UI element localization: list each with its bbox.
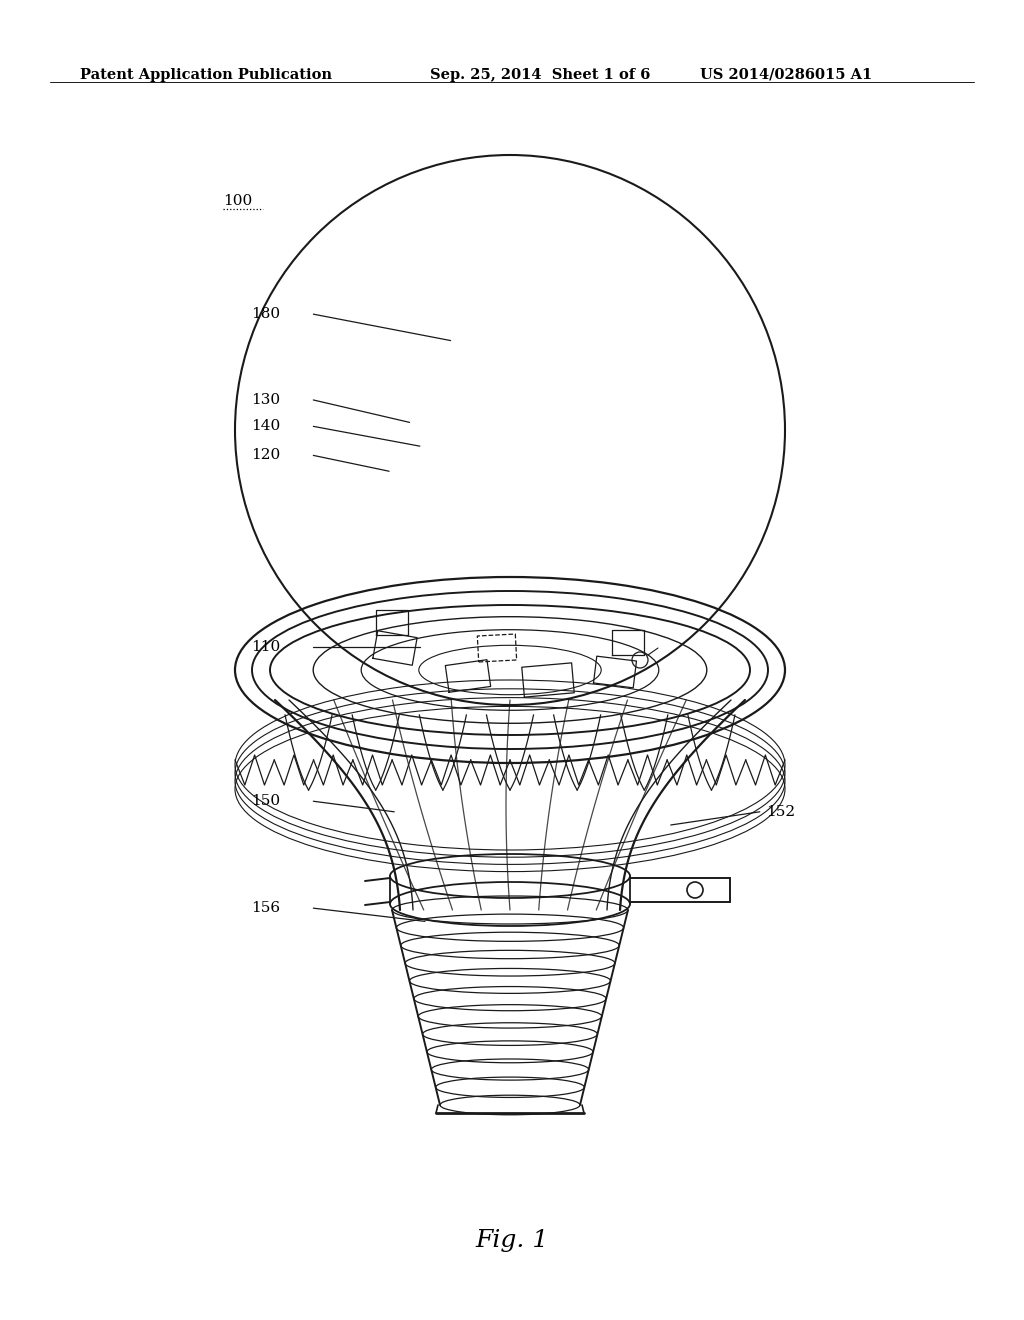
Text: Fig. 1: Fig. 1 bbox=[475, 1229, 549, 1251]
Text: Patent Application Publication: Patent Application Publication bbox=[80, 69, 332, 82]
Text: Sep. 25, 2014  Sheet 1 of 6: Sep. 25, 2014 Sheet 1 of 6 bbox=[430, 69, 650, 82]
Text: 110: 110 bbox=[251, 640, 281, 653]
Text: 152: 152 bbox=[766, 805, 795, 818]
Text: 156: 156 bbox=[251, 902, 280, 915]
Text: 140: 140 bbox=[251, 420, 281, 433]
Text: 180: 180 bbox=[251, 308, 280, 321]
Text: US 2014/0286015 A1: US 2014/0286015 A1 bbox=[700, 69, 872, 82]
Text: 100: 100 bbox=[223, 194, 253, 207]
Text: 130: 130 bbox=[251, 393, 280, 407]
Text: 120: 120 bbox=[251, 449, 281, 462]
Text: 150: 150 bbox=[251, 795, 280, 808]
